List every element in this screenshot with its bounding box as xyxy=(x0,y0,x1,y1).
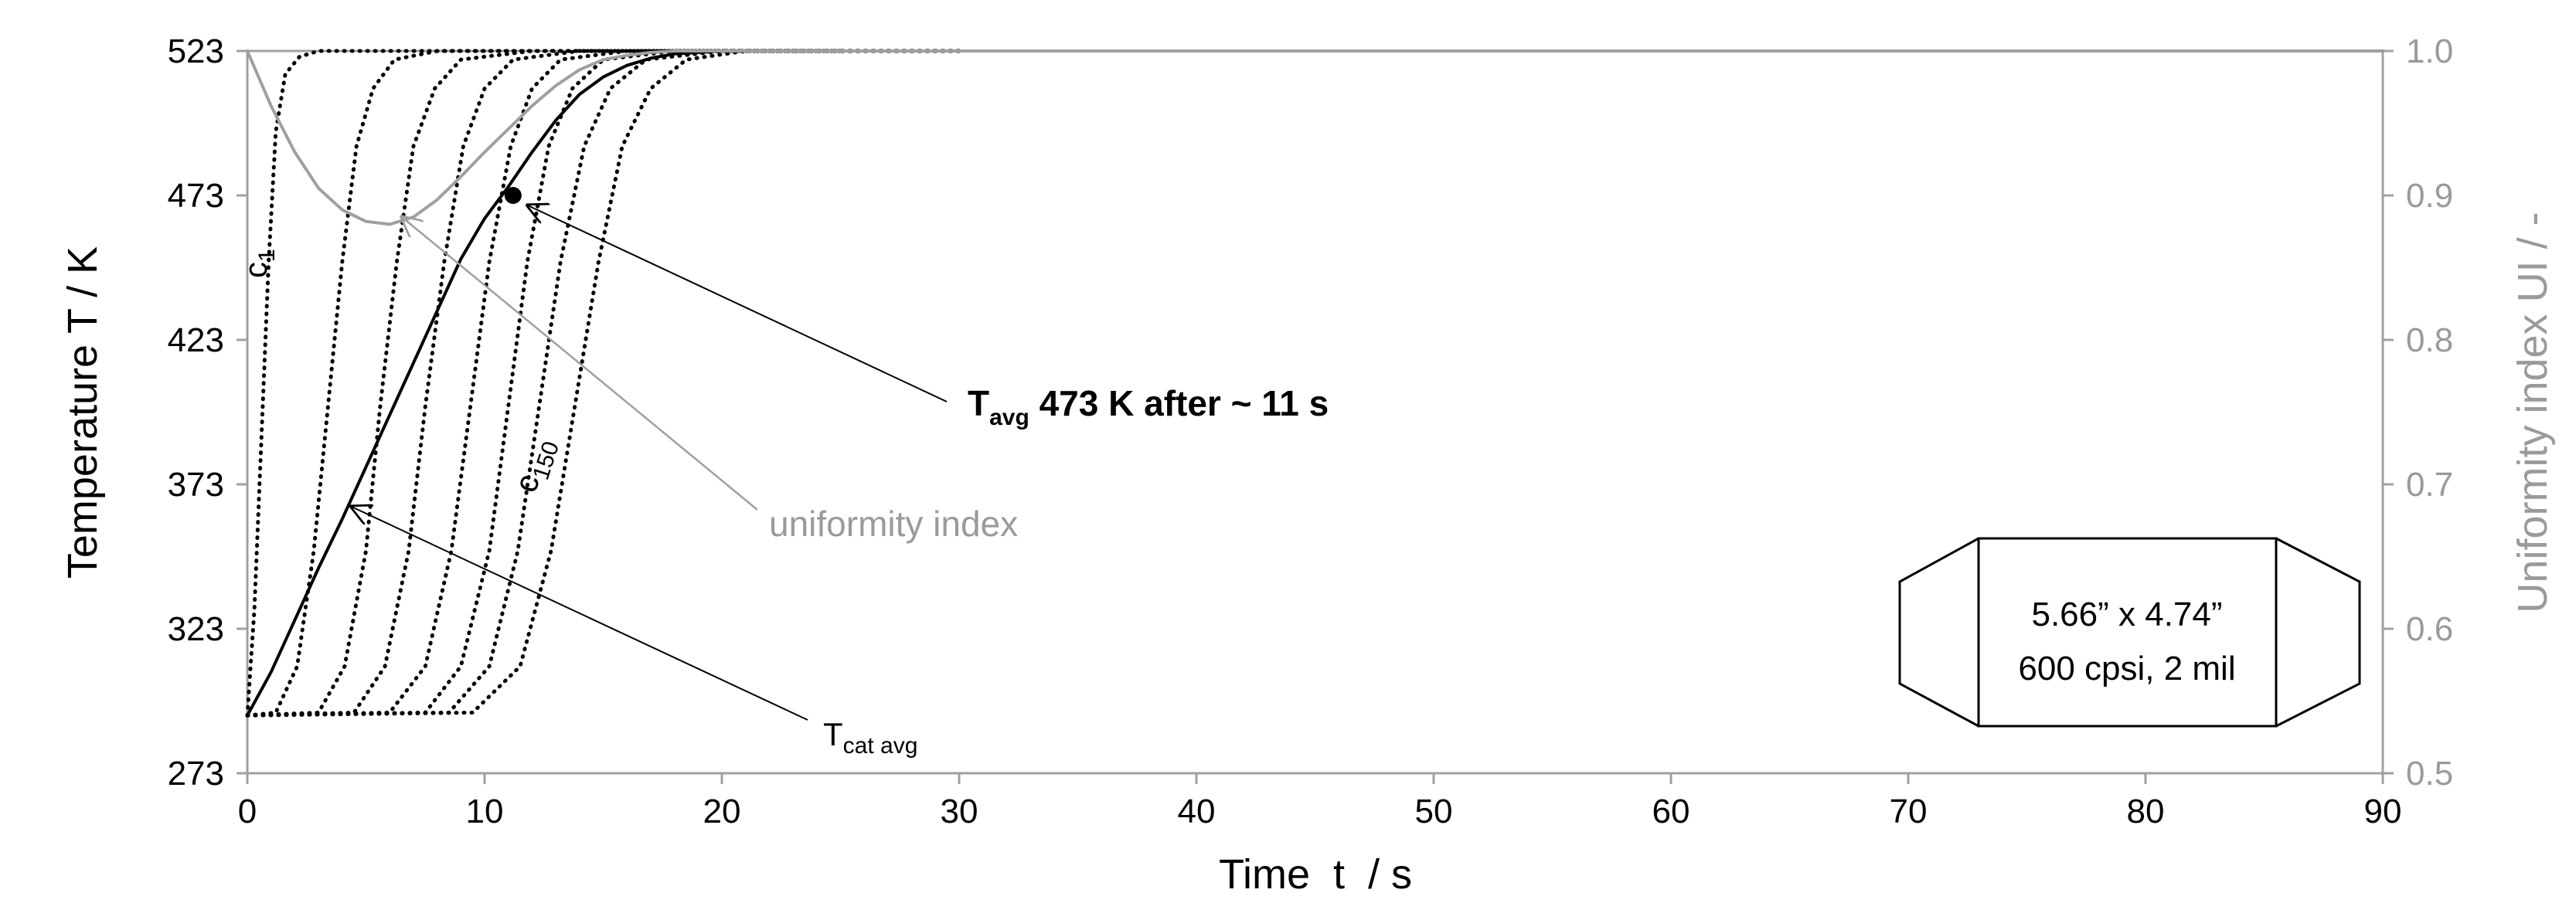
series-uniformity-index xyxy=(246,49,2384,226)
y-right-tick-label: 0.7 xyxy=(2406,466,2453,504)
catalyst-dims: 5.66” x 4.74” xyxy=(2031,596,2222,633)
y-left-tick-label: 323 xyxy=(168,610,224,648)
series-channel-temperature-1 xyxy=(245,49,724,718)
x-tick-label: 60 xyxy=(1652,793,1690,830)
x-axis-title: Time t / s xyxy=(1219,851,1412,898)
x-tick-label: 40 xyxy=(1178,793,1216,830)
c1-label: c1 xyxy=(237,249,280,278)
series-group xyxy=(245,49,2384,718)
catalyst-left-cone xyxy=(1898,537,1979,728)
y-right-tick-label: 0.6 xyxy=(2406,610,2453,648)
series-channel-temperature-6 xyxy=(245,49,842,718)
x-tick-label: 30 xyxy=(941,793,978,830)
y-left-tick-label: 373 xyxy=(168,466,224,504)
series-channel-temperature-8 xyxy=(245,49,961,718)
x-axis-ticks: 0 10 20 30 40 50 60 70 80 90 xyxy=(238,773,2402,830)
t-avg-arrow xyxy=(528,205,948,402)
tcat-label: Tcat avg xyxy=(823,716,917,759)
series-channel-temperature-5 xyxy=(245,49,842,718)
x-tick-label: 90 xyxy=(2364,793,2402,830)
x-tick-label: 80 xyxy=(2127,793,2165,830)
y-left-tick-label: 273 xyxy=(168,755,224,793)
y-left-tick-label: 423 xyxy=(168,321,224,359)
y-right-tick-label: 1.0 xyxy=(2406,32,2453,70)
x-tick-label: 70 xyxy=(1890,793,1928,830)
uniformity-label: uniformity index xyxy=(769,504,1018,544)
y-axis-left-title: Temperature T / K xyxy=(60,246,106,579)
catalyst-body xyxy=(1977,537,2278,728)
catalyst-inset: 5.66” x 4.74” 600 cpsi, 2 mil xyxy=(1898,537,2361,728)
series-channel-temperature-7 xyxy=(245,49,961,718)
series-channel-temperature-2 xyxy=(245,49,724,718)
x-tick-label: 10 xyxy=(466,793,504,830)
y-right-tick-label: 0.9 xyxy=(2406,177,2453,215)
y-left-tick-label: 473 xyxy=(168,177,224,215)
y-axis-left-ticks: 273 323 373 423 473 523 xyxy=(168,32,247,793)
tcat-arrow xyxy=(352,507,808,721)
series-channel-temperature-4 xyxy=(245,49,842,718)
catalyst-spec: 600 cpsi, 2 mil xyxy=(2018,650,2235,687)
t-avg-label: Tavg 473 K after ~ 11 s xyxy=(968,383,1329,430)
catalyst-right-cone xyxy=(2275,537,2361,728)
series-marker-t-avg-473 xyxy=(504,187,522,204)
c150-label: c150 xyxy=(507,433,564,499)
y-right-tick-label: 0.5 xyxy=(2406,755,2453,793)
x-tick-label: 50 xyxy=(1415,793,1453,830)
y-axis-right-ticks: 0.5 0.6 0.7 0.8 0.9 1.0 xyxy=(2383,32,2453,793)
series-channel-temperature-3 xyxy=(245,49,842,718)
x-tick-label: 0 xyxy=(238,793,257,830)
x-tick-label: 20 xyxy=(703,793,741,830)
y-right-tick-label: 0.8 xyxy=(2406,321,2453,359)
y-axis-right-title: Uniformity index UI / - xyxy=(2510,212,2556,613)
uniformity-arrow xyxy=(402,217,758,511)
y-left-tick-label: 523 xyxy=(168,32,224,70)
